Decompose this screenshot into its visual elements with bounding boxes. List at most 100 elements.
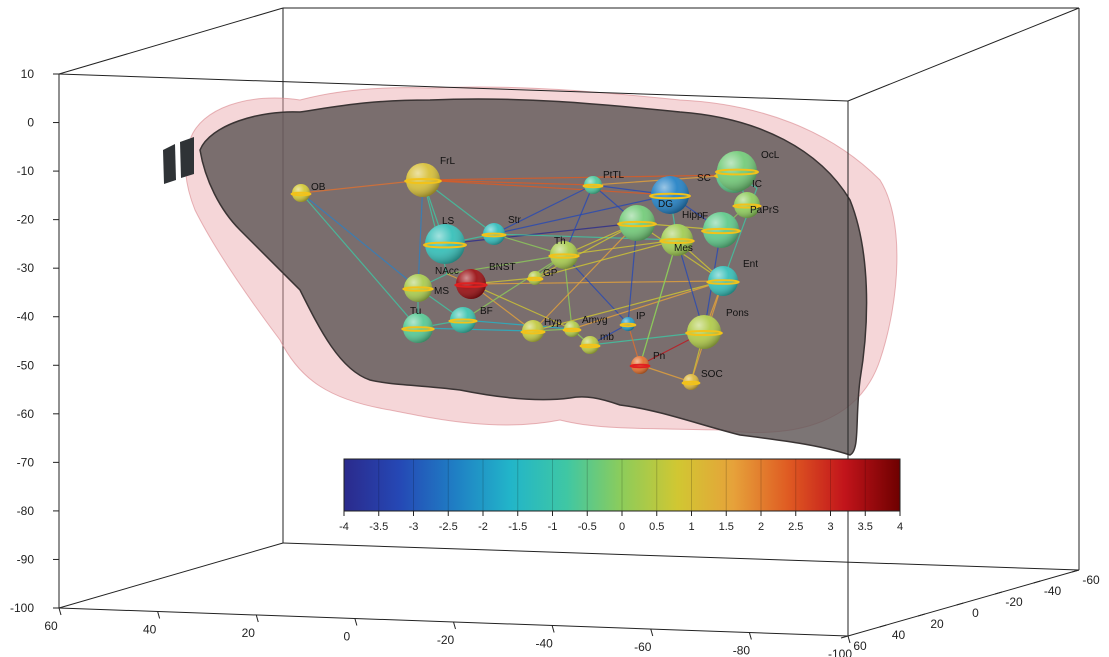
olfactory-slab [163,144,176,184]
network-edge [493,184,594,235]
region-label: BNST [489,262,516,273]
region-label: Ent [743,259,758,270]
region-node-ocl: OcL [715,150,780,191]
colorbar-tick-label: -2 [478,521,488,533]
region-sphere-shading [651,176,689,214]
x-axis-tick-mark [354,618,358,626]
region-ring [526,276,544,282]
region-node-pttl: PtTL [582,170,625,194]
colorbar-tick-label: 0 [619,521,625,533]
region-node-frl: FrL [404,156,455,197]
region-ring [401,326,435,332]
region-label: BF [480,306,493,317]
network-edge [444,222,638,245]
region-node-bf: BF [448,306,493,333]
region-node-nacc: NAcc [435,266,459,277]
colorbar-tick-label: 4 [897,521,903,533]
region-ring [701,227,741,235]
x-axis-tick-label: 60 [44,619,58,633]
region-sphere-shading [619,205,655,241]
network-edge [422,174,735,181]
region-ring [454,282,488,288]
network-edge [563,254,629,325]
x-axis-tick-label: 0 [344,630,351,644]
network-edge [470,280,724,285]
region-node-gp: GP [526,268,558,285]
region-label: SOC [701,369,723,380]
y-axis-tick-mark [840,635,849,639]
region-node-pons: Pons [685,308,749,349]
region-ring [582,183,604,189]
region-label: Th [554,236,566,247]
z-axis-tick-label: -30 [17,261,35,275]
region-label: GP [543,268,558,279]
z-axis-tick-label: -80 [17,504,35,518]
x-axis-tick-mark [157,611,161,619]
region-node-ob: OB [290,182,326,202]
colorbar-tick-label: -4 [339,521,349,533]
region-label: F [702,211,708,222]
region-label: FrL [440,156,455,167]
y-axis-tick-label: -60 [1082,573,1100,587]
region-label: Tu [410,306,421,317]
region-node-soc: SOC [681,369,723,390]
region-node-ent: Ent [706,259,758,296]
region-ring [548,253,580,259]
region-sphere-shading [703,212,739,248]
network-edge [563,239,678,256]
region-node-hyp: Hyp [520,317,562,342]
region-label: Amyg [582,315,608,326]
network-edge [417,327,534,332]
region-ring [404,177,442,185]
x-axis-tick-label: -100 [828,647,852,657]
region-ring [619,322,637,328]
colorbar-tick-label: 3 [827,521,833,533]
x-axis-tick-mark [650,628,654,637]
y-axis-tick-mark [879,624,887,628]
colorbar-ticks: -4 -3.5 -3 -2.5 -2 -1.5 -1 -0.5 0 0.5 1 1.5 2 2.5 3 3.5… [339,511,903,533]
network-edge [589,331,705,346]
y-axis-tick-mark [917,613,926,617]
region-ring [649,192,691,200]
region-node-paprs: PaPrS [732,192,779,218]
region-label: LS [442,216,455,227]
colorbar-tick-label: 2 [758,521,764,533]
colorbar-tick-label: -3.5 [369,521,388,533]
network-edge [300,179,424,194]
y-axis-tick-label: 0 [972,606,979,620]
network-edge [417,179,424,289]
colorbar-tick-label: -2.5 [439,521,458,533]
region-node-ls: LS [423,216,467,264]
region-label: Pn [653,351,665,362]
y-axis-tick-label: 40 [892,628,906,642]
region-ring [562,327,582,333]
x-axis-tick-label: 40 [143,623,157,637]
region-label: Hipp [682,210,703,221]
region-node-hipp: Hipp [617,205,703,241]
region-sphere-shading [406,163,440,197]
network-edge [639,239,678,366]
z-axis-tick-label: -70 [17,455,35,469]
x-axis-ticks: 60 40 20 0 -20 -40 -60 -80 -100 [44,607,852,657]
region-label: Str [508,215,521,226]
region-node-f: F [701,211,741,248]
region-label: IP [636,311,646,322]
region-ring [629,363,651,369]
region-label: MS [434,286,449,297]
colorbar-tick-label: 1.5 [719,521,734,533]
colorbar-tick-label: 1 [688,521,694,533]
network-nodes: OB FrL LS Str NAcc BNST GP MS Tu BF Th Hyp Amyg mb IP P… [290,150,780,390]
colorbar-tick-label: 0.5 [649,521,664,533]
region-node-th: Th [548,236,580,269]
x-axis-tick-mark [453,621,456,630]
network-edge [534,239,678,279]
region-label: PtTL [603,170,625,181]
y-axis-tick-mark [994,591,1003,595]
z-axis-ticks: 10 0 -10 -20 -30 -40 -50 -60 -70 -80 -90 -100 [10,67,59,615]
region-label: mb [600,332,614,343]
y-axis-tick-mark [1071,569,1080,573]
network-edge [300,192,419,289]
region-sphere-shading [425,224,465,264]
colorbar-tick-label: -0.5 [578,521,597,533]
x-axis-tick-label: -80 [733,644,751,657]
